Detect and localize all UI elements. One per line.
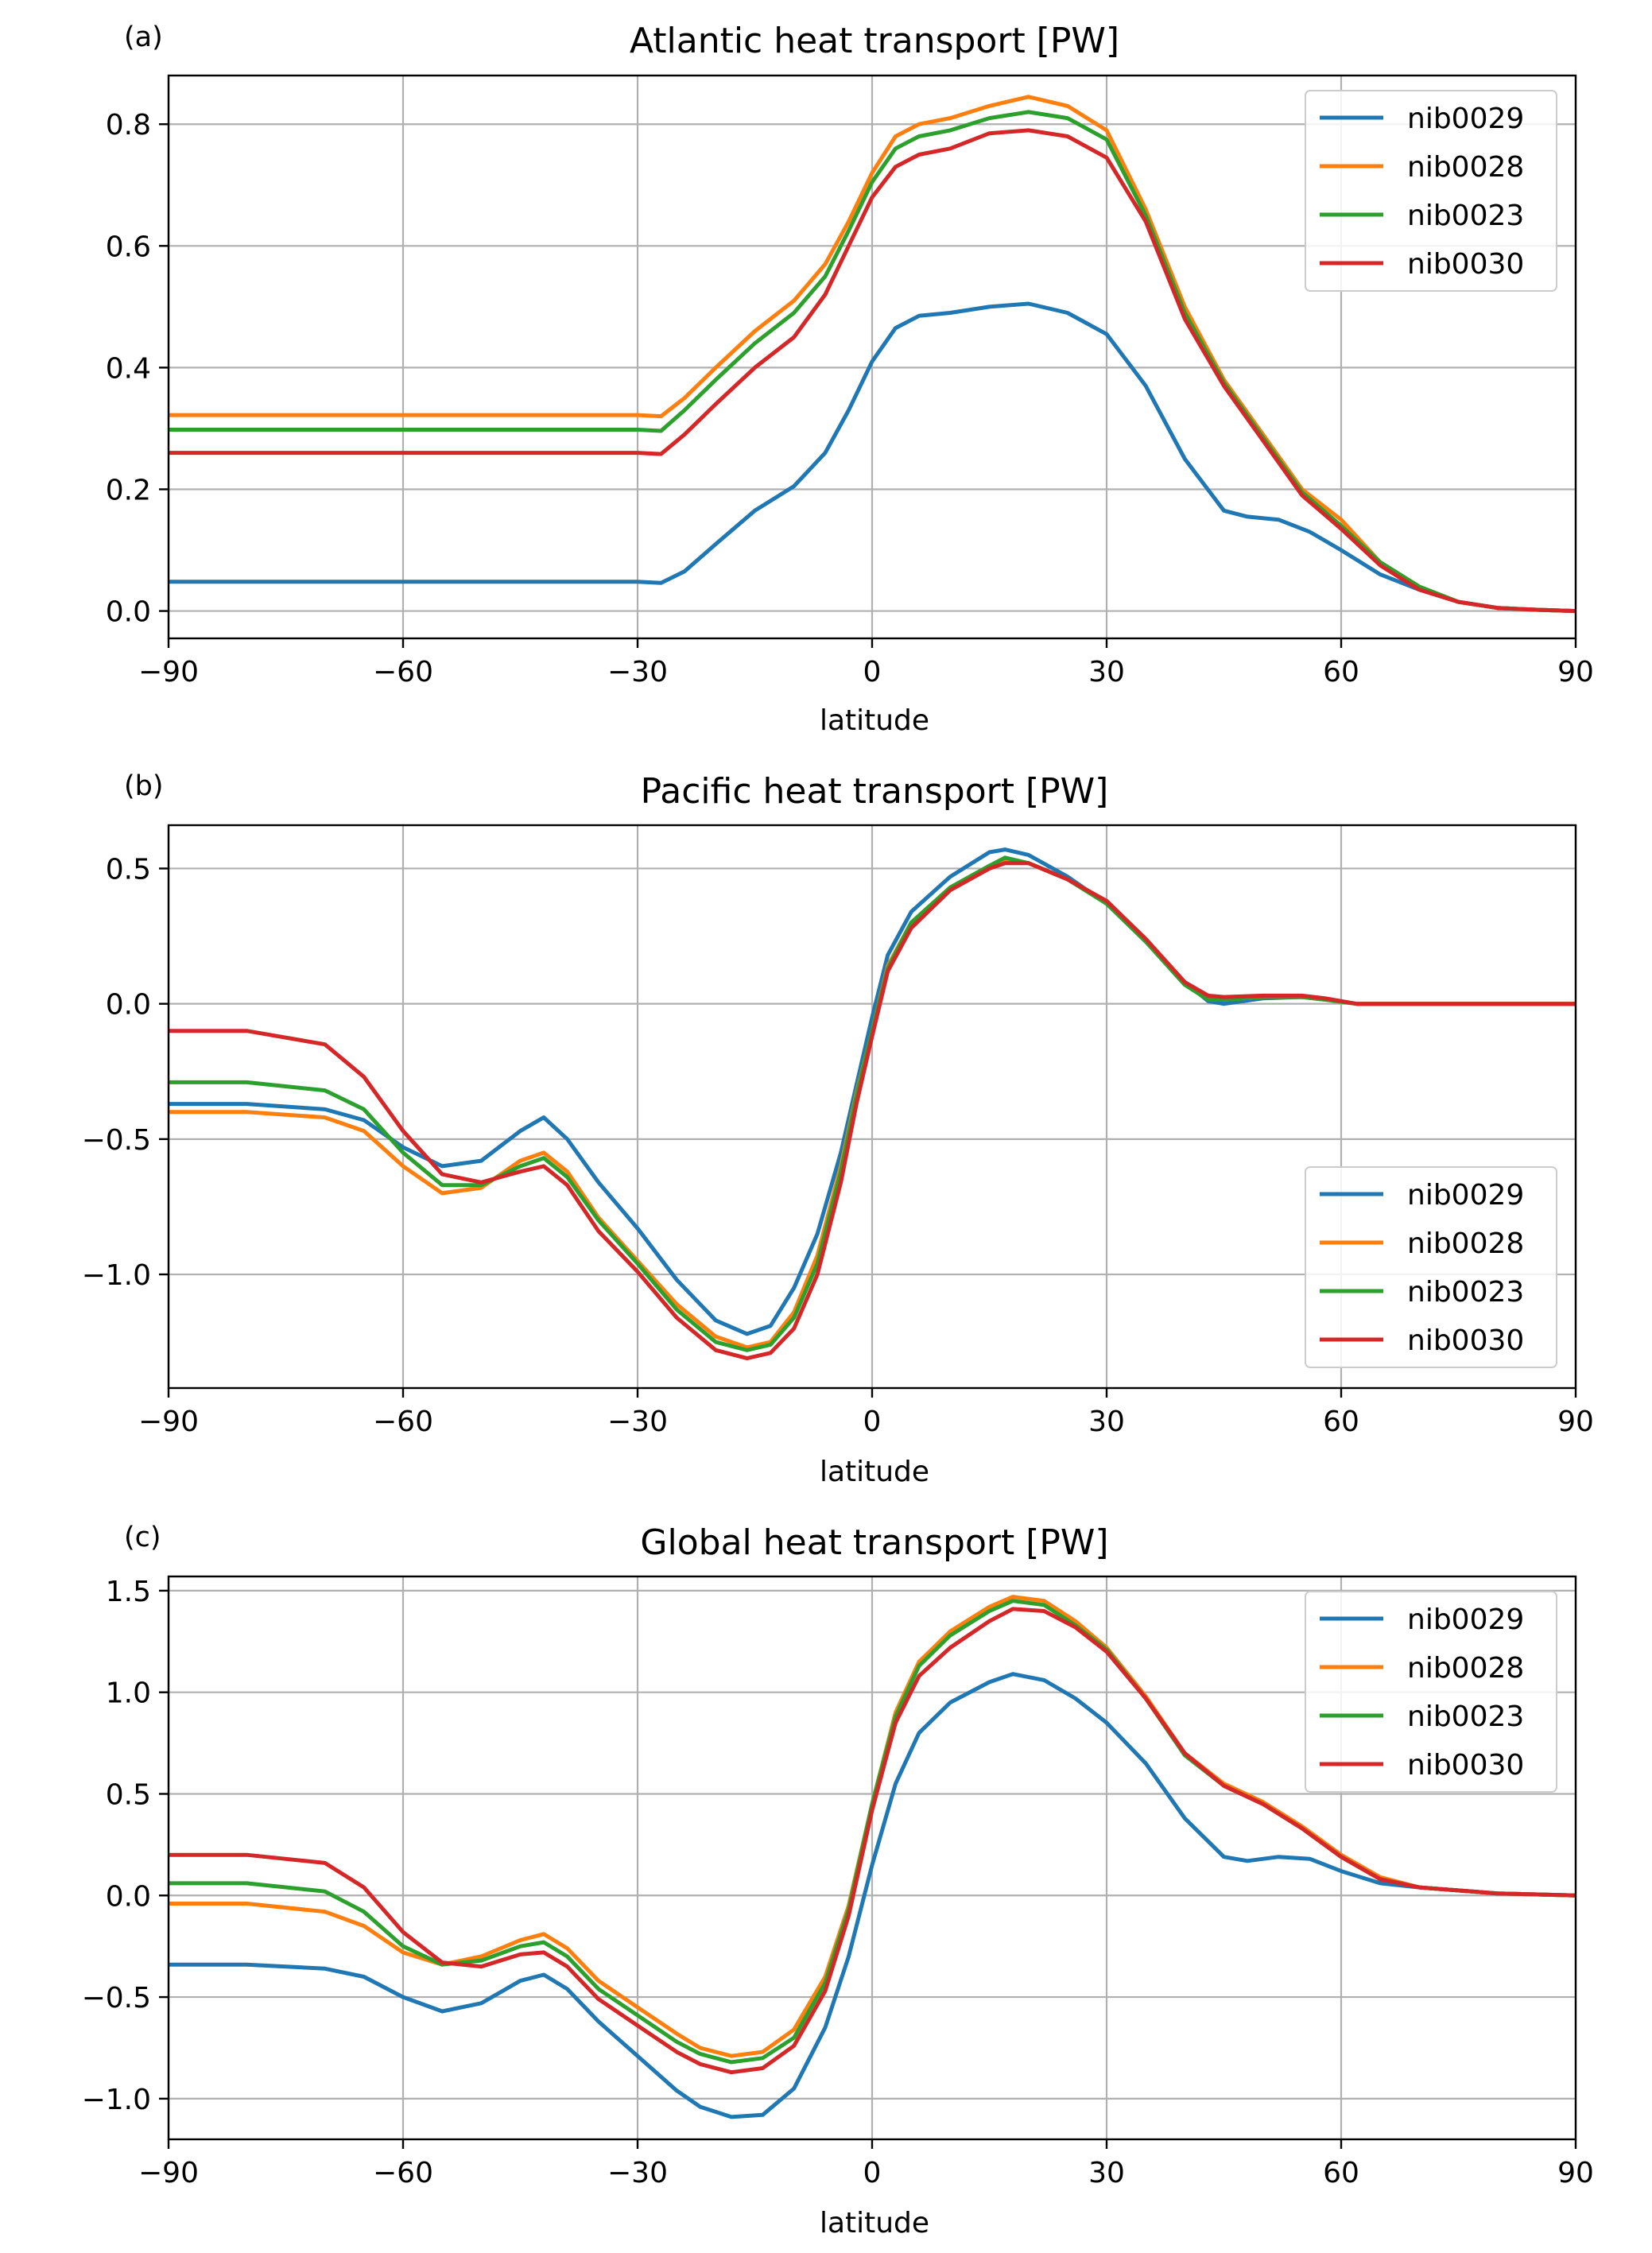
panel-c-x-tick-label: −60 [373, 2157, 433, 2189]
panel-a-y-tick-label: 0.8 [106, 109, 151, 142]
panel-c-x-tick-label: 0 [863, 2157, 882, 2189]
panel-b-y-tick-label: 0.5 [106, 853, 151, 886]
panel-c-legend-label-nib0023: nib0023 [1407, 1700, 1524, 1733]
panel-b-legend-box [1305, 1166, 1557, 1368]
panel-b-legend-label-nib0028: nib0028 [1407, 1227, 1524, 1260]
panel-b-x-tick-label: −90 [138, 1406, 199, 1438]
panel-a-x-tick-label: −90 [138, 656, 199, 688]
panel-c-legend: nib0029 nib0028 nib0023 nib0030 [1305, 1591, 1557, 1793]
panel-b-x-tick-label: −30 [607, 1406, 668, 1438]
panel-b-plot: −90 −60 −30 0 30 60 90−1.0−0.50.00.5nib0029nib… [82, 824, 1594, 1438]
panel-c-y-tick-label: 0.0 [106, 1880, 151, 1913]
panel-a: (a) Atlantic heat transport [PW] latitud… [124, 21, 1119, 737]
panel-b-x-tick-label: 60 [1323, 1406, 1359, 1438]
panel-c-title: Global heat transport [PW] [640, 1522, 1108, 1563]
panel-a-x-tick-label: −60 [373, 656, 433, 688]
panel-c-legend-label-nib0029: nib0029 [1407, 1603, 1524, 1636]
panel-a-series-line-nib0029 [169, 301, 1576, 614]
panel-b-x-tick-label: −60 [373, 1406, 433, 1438]
panel-b-series-line-nib0029 [169, 847, 1576, 1336]
panel-a-series-line-nib0023 [169, 110, 1576, 614]
panel-a-label: (a) [124, 21, 163, 53]
panel-a-title: Atlantic heat transport [PW] [630, 21, 1119, 61]
panel-a-legend-box [1305, 90, 1557, 292]
panel-b-y-tick-label: 0.0 [106, 989, 151, 1022]
panel-c-x-tick-label: −90 [138, 2157, 199, 2189]
panel-b-legend: nib0029 nib0028 nib0023 nib0030 [1305, 1166, 1557, 1368]
panel-c-x-tick-label: −30 [607, 2157, 668, 2189]
panel-a-legend-label-nib0023: nib0023 [1407, 200, 1524, 232]
panel-b-y-tick-label: −1.0 [82, 1259, 151, 1292]
panel-a-y-tick-label: 0.6 [106, 231, 151, 263]
panel-a-legend-label-nib0029: nib0029 [1407, 103, 1524, 135]
panel-a-x-tick-label: 60 [1323, 656, 1359, 688]
panel-a-x-tick-label: −30 [607, 656, 668, 688]
panel-c-legend-box [1305, 1591, 1557, 1793]
panel-a-legend: nib0029 nib0028 nib0023 nib0030 [1305, 90, 1557, 292]
panel-a-x-tick-label: 30 [1088, 656, 1125, 688]
panel-a-plot: −90 −60 −30 0 30 60 900.00.20.40.60.8 nib0029ni… [106, 74, 1594, 688]
panel-a-xlabel: latitude [820, 704, 929, 737]
panel-a-series-line-nib0030 [169, 128, 1576, 614]
panel-b-legend-label-nib0029: nib0029 [1407, 1179, 1524, 1212]
panel-b-x-tick-label: 30 [1088, 1406, 1125, 1438]
panel-c-plot: −90 −60 −30 0 30 60 90 −1.0 −0.5 0.0 0.5 1.0 1.5 nib0… [82, 1575, 1594, 2189]
panel-c-legend-label-nib0028: nib0028 [1407, 1652, 1524, 1685]
panel-b-y-tick-label: −0.5 [82, 1124, 151, 1157]
panel-c-x-tick-label: 90 [1557, 2157, 1594, 2189]
panel-a-series-line-nib0028 [169, 95, 1576, 614]
panel-b-x-tick-label: 90 [1557, 1406, 1594, 1438]
panel-c: (c) Global heat transport [PW] latitude [124, 1522, 1109, 2239]
panel-b-series-group [169, 847, 1576, 1361]
panel-b: (b) Pacific heat transport [PW] latitude [124, 770, 1108, 1488]
panel-a-y-tick-label: 0.4 [106, 352, 151, 385]
panel-c-y-tick-label: 1.5 [106, 1576, 151, 1608]
panel-a-x-tick-label: 0 [863, 656, 882, 688]
panel-c-y-tick-label: −1.0 [82, 2084, 151, 2116]
panel-c-x-tick-label: 60 [1323, 2157, 1359, 2189]
panel-c-series-group [169, 1595, 1576, 2119]
panel-b-legend-label-nib0023: nib0023 [1407, 1276, 1524, 1309]
panel-a-legend-label-nib0030: nib0030 [1407, 248, 1524, 281]
panel-c-xlabel: latitude [820, 2207, 929, 2239]
panel-c-y-tick-label: 0.5 [106, 1778, 151, 1811]
panel-a-x-tick-label: 90 [1557, 656, 1594, 688]
panel-b-series-line-nib0030 [169, 861, 1576, 1361]
panel-a-legend-label-nib0028: nib0028 [1407, 151, 1524, 184]
panel-c-y-tick-label: 1.0 [106, 1677, 151, 1710]
panel-a-series-group [169, 95, 1576, 614]
panel-c-y-tick-label: −0.5 [82, 1982, 151, 2015]
panel-c-series-line-nib0029 [169, 1672, 1576, 2119]
panel-b-legend-label-nib0030: nib0030 [1407, 1324, 1524, 1357]
panel-c-legend-label-nib0030: nib0030 [1407, 1749, 1524, 1782]
panel-c-label: (c) [124, 1522, 161, 1553]
panel-b-xlabel: latitude [820, 1456, 929, 1488]
panel-a-y-tick-label: 0.0 [106, 596, 151, 629]
panel-a-y-tick-label: 0.2 [106, 474, 151, 506]
panel-c-series-line-nib0030 [169, 1607, 1576, 2075]
panel-b-title: Pacific heat transport [PW] [641, 771, 1109, 812]
panel-b-x-tick-label: 0 [863, 1406, 882, 1438]
panel-b-label: (b) [124, 770, 164, 802]
panel-c-x-tick-label: 30 [1088, 2157, 1125, 2189]
